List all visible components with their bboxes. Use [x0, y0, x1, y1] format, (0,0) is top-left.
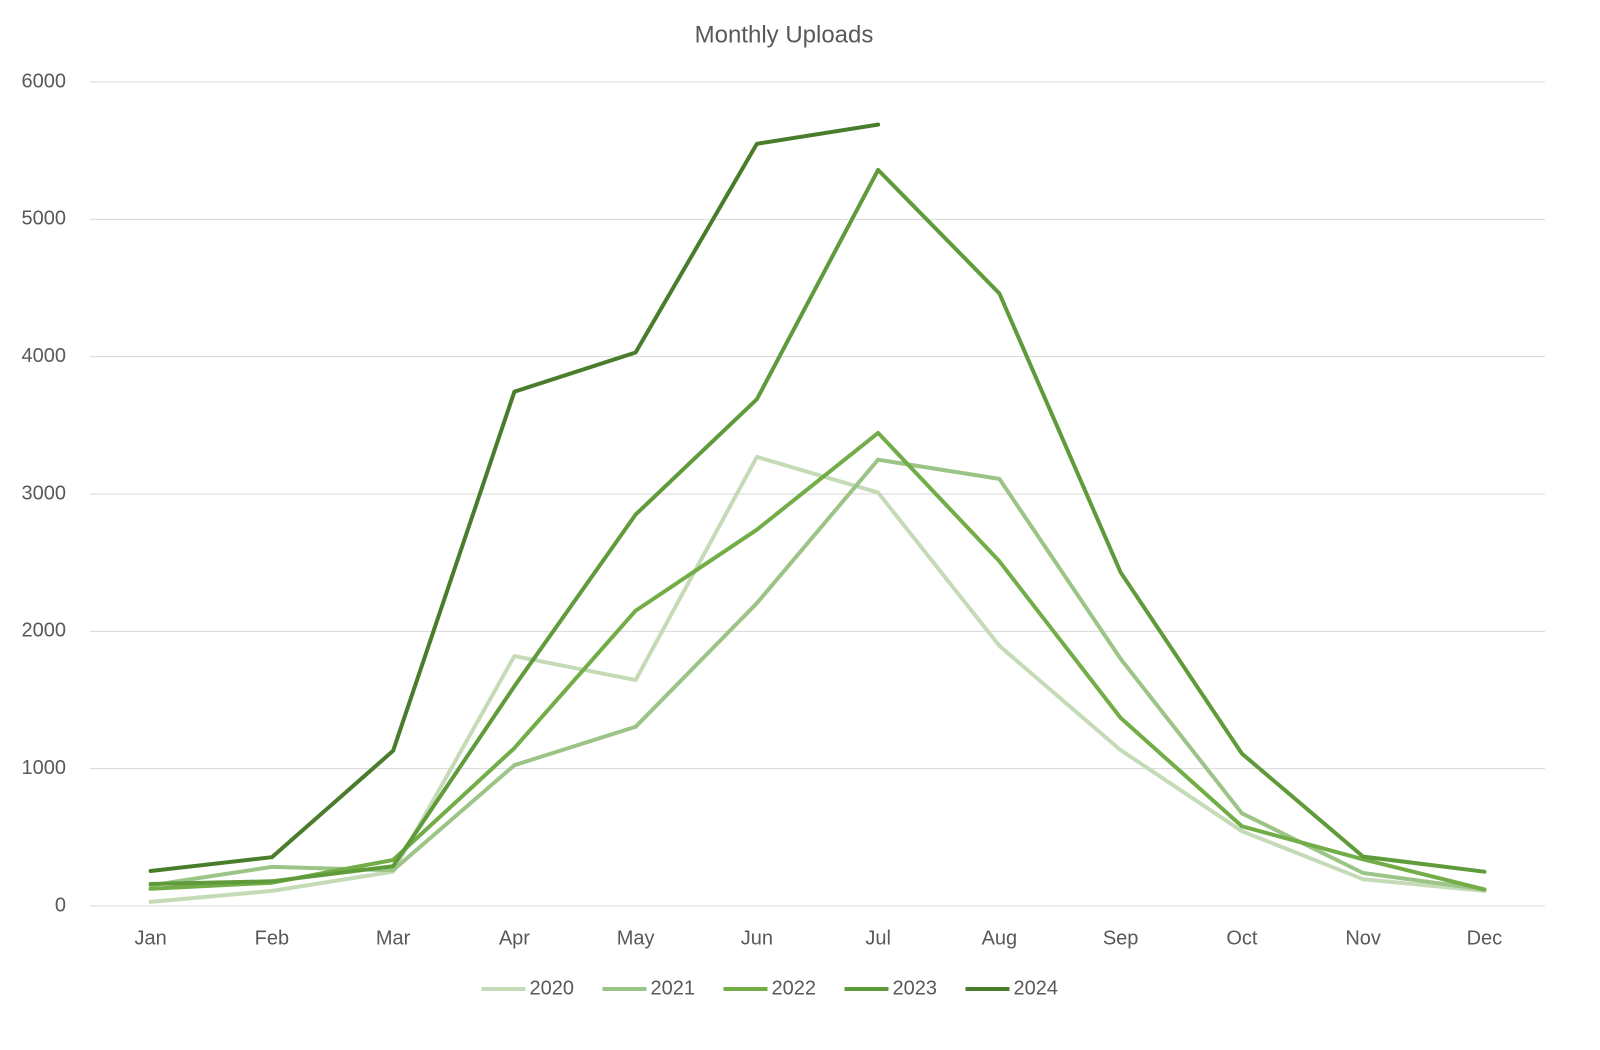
series-line	[148, 430, 1487, 892]
legend-label: 2024	[1014, 977, 1059, 999]
x-tick-label: Nov	[1345, 927, 1381, 949]
legend-label: 2021	[651, 977, 696, 999]
x-tick-label: Sep	[1103, 927, 1139, 949]
x-tick-label: Apr	[499, 927, 530, 949]
series-line	[148, 167, 1487, 886]
x-tick-label: Aug	[982, 927, 1018, 949]
x-tick-label: Jan	[135, 927, 167, 949]
y-tick-label: 5000	[22, 208, 67, 230]
x-tick-label: Dec	[1467, 927, 1503, 949]
y-tick-label: 2000	[22, 620, 67, 642]
series-line	[148, 457, 1487, 892]
x-tick-label: Jun	[741, 927, 773, 949]
y-tick-label: 6000	[22, 70, 67, 92]
y-tick-label: 3000	[22, 482, 67, 504]
series-line	[148, 122, 881, 873]
y-tick-label: 0	[55, 894, 66, 916]
y-tick-label: 4000	[22, 345, 67, 367]
chart-title: Monthly Uploads	[695, 21, 874, 48]
legend-label: 2020	[530, 977, 575, 999]
x-tick-label: Jul	[865, 927, 891, 949]
x-tick-label: Mar	[376, 927, 411, 949]
legend-label: 2023	[893, 977, 938, 999]
x-tick-label: May	[617, 927, 655, 949]
x-tick-label: Feb	[255, 927, 289, 949]
x-tick-label: Oct	[1226, 927, 1258, 949]
series-line	[148, 454, 1487, 904]
y-tick-label: 1000	[22, 757, 67, 779]
legend-label: 2022	[772, 977, 817, 999]
